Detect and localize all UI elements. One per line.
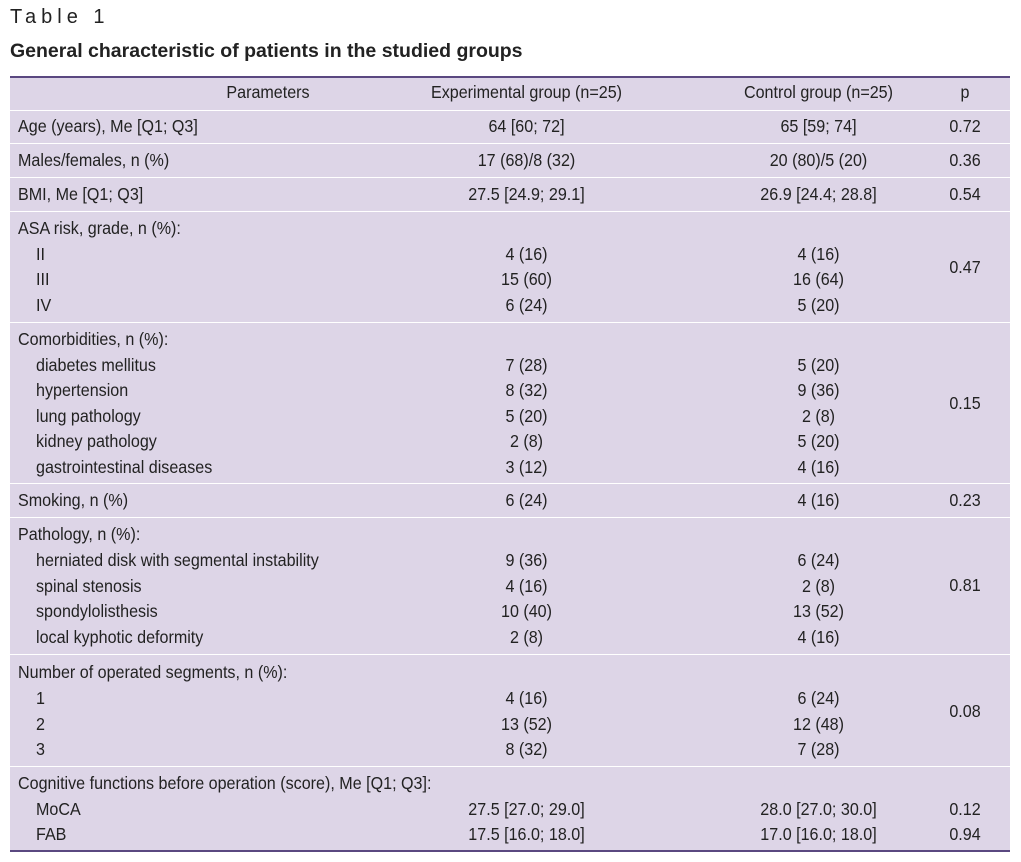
header-parameters: Parameters — [226, 82, 310, 102]
row-asa-item-ctl: 4 (16) — [797, 244, 840, 264]
row-segments-item-ctl: 7 (28) — [797, 739, 840, 759]
row-comorbidities-item-label: kidney pathology — [36, 431, 157, 451]
table-number-label: Table 1 — [10, 6, 110, 28]
row-asa-p: 0.47 — [949, 257, 981, 277]
row-comorbidities-item-ctl: 5 (20) — [797, 431, 840, 451]
table-bottom-rule — [10, 850, 1010, 852]
row-age-label: Age (years), Me [Q1; Q3] — [18, 116, 198, 136]
row-divider — [10, 483, 1010, 484]
header-experimental-group: Experimental group (n=25) — [430, 82, 623, 102]
row-sex-exp: 17 (68)/8 (32) — [477, 150, 576, 170]
row-comorbidities-item-label: diabetes mellitus — [36, 355, 156, 375]
row-comorbidities-item-ctl: 9 (36) — [797, 380, 840, 400]
row-bmi-exp: 27.5 [24.9; 29.1] — [468, 184, 585, 204]
row-sex-label: Males/females, n (%) — [18, 150, 170, 170]
table-caption: General characteristic of patients in th… — [10, 40, 523, 62]
row-age-ctl: 65 [59; 74] — [780, 116, 857, 136]
row-comorbidities-item-label: gastrointestinal diseases — [36, 457, 213, 477]
row-cognitive-item-exp: 27.5 [27.0; 29.0] — [468, 799, 585, 819]
row-divider — [10, 211, 1010, 212]
row-comorbidities-item-ctl: 5 (20) — [797, 355, 840, 375]
row-segments-item-ctl: 6 (24) — [797, 688, 840, 708]
row-cognitive-item-p: 0.12 — [949, 799, 981, 819]
row-asa-item-exp: 15 (60) — [500, 269, 553, 289]
row-comorbidities-item-exp: 8 (32) — [505, 380, 548, 400]
row-pathology-item-exp: 10 (40) — [500, 601, 553, 621]
row-pathology-label: Pathology, n (%): — [18, 524, 141, 544]
row-bmi-p: 0.54 — [949, 184, 981, 204]
row-bmi-ctl: 26.9 [24.4; 28.8] — [760, 184, 877, 204]
row-cognitive-item-exp: 17.5 [16.0; 18.0] — [468, 824, 585, 844]
row-comorbidities-item-exp: 3 (12) — [505, 457, 548, 477]
row-cognitive-item-label: MoCA — [36, 799, 81, 819]
row-asa-item-exp: 6 (24) — [505, 295, 548, 315]
row-segments-item-exp: 8 (32) — [505, 739, 548, 759]
row-segments-item-exp: 13 (52) — [500, 714, 553, 734]
row-age-exp: 64 [60; 72] — [488, 116, 565, 136]
header-p-value: p — [960, 82, 970, 102]
row-pathology-p: 0.81 — [949, 575, 981, 595]
row-divider — [10, 654, 1010, 655]
row-segments-item-label: 3 — [36, 739, 45, 759]
row-smoking-p: 0.23 — [949, 490, 981, 510]
row-asa-item-label: II — [36, 244, 45, 264]
row-comorbidities-item-ctl: 4 (16) — [797, 457, 840, 477]
row-comorbidities-item-label: lung pathology — [36, 406, 141, 426]
row-segments-item-label: 2 — [36, 714, 45, 734]
row-asa-item-label: IV — [36, 295, 52, 315]
row-asa-label: ASA risk, grade, n (%): — [18, 218, 181, 238]
row-segments-item-ctl: 12 (48) — [792, 714, 845, 734]
row-asa-item-label: III — [36, 269, 50, 289]
row-segments-label: Number of operated segments, n (%): — [18, 662, 288, 682]
row-pathology-item-label: spondylolisthesis — [36, 601, 158, 621]
row-pathology-item-ctl: 2 (8) — [801, 576, 836, 596]
row-segments-item-label: 1 — [36, 688, 45, 708]
row-cognitive-item-ctl: 28.0 [27.0; 30.0] — [760, 799, 877, 819]
table-top-rule — [10, 76, 1010, 78]
row-pathology-item-label: local kyphotic deformity — [36, 627, 204, 647]
row-comorbidities-item-label: hypertension — [36, 380, 129, 400]
characteristics-table: Parameters Experimental group (n=25) Con… — [10, 76, 1010, 852]
row-pathology-item-exp: 2 (8) — [509, 627, 544, 647]
row-divider — [10, 322, 1010, 323]
row-pathology-item-ctl: 6 (24) — [797, 550, 840, 570]
row-asa-item-ctl: 5 (20) — [797, 295, 840, 315]
row-divider — [10, 177, 1010, 178]
row-smoking-exp: 6 (24) — [505, 490, 548, 510]
row-segments-item-exp: 4 (16) — [505, 688, 548, 708]
row-pathology-item-label: herniated disk with segmental instabilit… — [36, 550, 319, 570]
row-comorbidities-item-exp: 2 (8) — [509, 431, 544, 451]
row-divider — [10, 110, 1010, 111]
row-smoking-label: Smoking, n (%) — [18, 490, 129, 510]
row-bmi-label: BMI, Me [Q1; Q3] — [18, 184, 144, 204]
row-cognitive-label: Cognitive functions before operation (sc… — [18, 773, 432, 793]
row-cognitive-item-label: FAB — [36, 824, 67, 844]
row-pathology-item-ctl: 4 (16) — [797, 627, 840, 647]
row-sex-ctl: 20 (80)/5 (20) — [769, 150, 868, 170]
row-divider — [10, 517, 1010, 518]
row-comorbidities-item-exp: 7 (28) — [505, 355, 548, 375]
row-divider — [10, 766, 1010, 767]
row-cognitive-item-ctl: 17.0 [16.0; 18.0] — [760, 824, 877, 844]
row-asa-item-ctl: 16 (64) — [792, 269, 845, 289]
row-comorbidities-item-ctl: 2 (8) — [801, 406, 836, 426]
row-sex-p: 0.36 — [949, 150, 981, 170]
row-asa-item-exp: 4 (16) — [505, 244, 548, 264]
row-smoking-ctl: 4 (16) — [797, 490, 840, 510]
row-cognitive-item-p: 0.94 — [949, 824, 981, 844]
row-pathology-item-exp: 4 (16) — [505, 576, 548, 596]
row-pathology-item-label: spinal stenosis — [36, 576, 142, 596]
row-comorbidities-item-exp: 5 (20) — [505, 406, 548, 426]
row-comorbidities-label: Comorbidities, n (%): — [18, 329, 169, 349]
header-control-group: Control group (n=25) — [743, 82, 894, 102]
row-segments-p: 0.08 — [949, 701, 981, 721]
row-divider — [10, 143, 1010, 144]
row-pathology-item-ctl: 13 (52) — [792, 601, 845, 621]
row-pathology-item-exp: 9 (36) — [505, 550, 548, 570]
row-comorbidities-p: 0.15 — [949, 393, 981, 413]
row-age-p: 0.72 — [949, 116, 981, 136]
